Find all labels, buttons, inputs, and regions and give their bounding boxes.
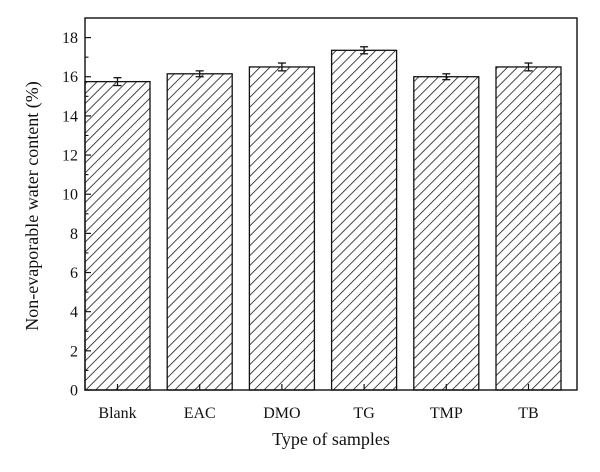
- x-tick-label-tmp: TMP: [430, 405, 463, 422]
- y-tick-label: 6: [70, 265, 78, 282]
- plot-frame: [84, 17, 578, 391]
- x-tick-label-tg: TG: [353, 405, 375, 422]
- y-tick-label: 12: [62, 148, 78, 165]
- error-bar-tb: [524, 62, 533, 72]
- bar-dmo: [248, 66, 316, 391]
- error-bar-blank: [113, 77, 122, 87]
- y-tick-label: 2: [70, 343, 78, 360]
- x-axis-title: Type of samples: [272, 429, 390, 449]
- x-tick-label-eac: EAC: [184, 405, 216, 422]
- bar-tg: [330, 49, 398, 391]
- bar-blank: [84, 80, 151, 391]
- y-tick-label: 8: [70, 226, 78, 243]
- error-bar-tmp: [442, 73, 451, 81]
- y-tick-label: 0: [70, 383, 78, 400]
- bar-tmp: [413, 76, 480, 391]
- y-tick-label: 16: [62, 69, 78, 86]
- y-tick-label: 18: [62, 30, 78, 47]
- bars-group: [84, 49, 562, 391]
- y-tick-label: 14: [62, 108, 78, 125]
- bar-eac: [166, 73, 233, 391]
- x-axis: Blank EAC DMO TG TMP TB: [98, 384, 539, 422]
- y-tick-label: 10: [62, 187, 78, 204]
- error-bar-eac: [195, 70, 204, 78]
- x-tick-label-blank: Blank: [98, 405, 136, 422]
- y-axis: 0 2 4 6 8 10 12 14 16 18: [62, 30, 91, 400]
- bar-tb: [495, 66, 562, 391]
- error-bar-dmo: [277, 62, 286, 72]
- error-bars-group: [113, 46, 533, 87]
- error-bar-tg: [360, 46, 369, 55]
- y-tick-label: 4: [70, 304, 78, 321]
- x-tick-label-tb: TB: [518, 405, 538, 422]
- x-tick-label-dmo: DMO: [263, 405, 300, 422]
- y-axis-title: Non-evaporable water content (%): [22, 81, 43, 330]
